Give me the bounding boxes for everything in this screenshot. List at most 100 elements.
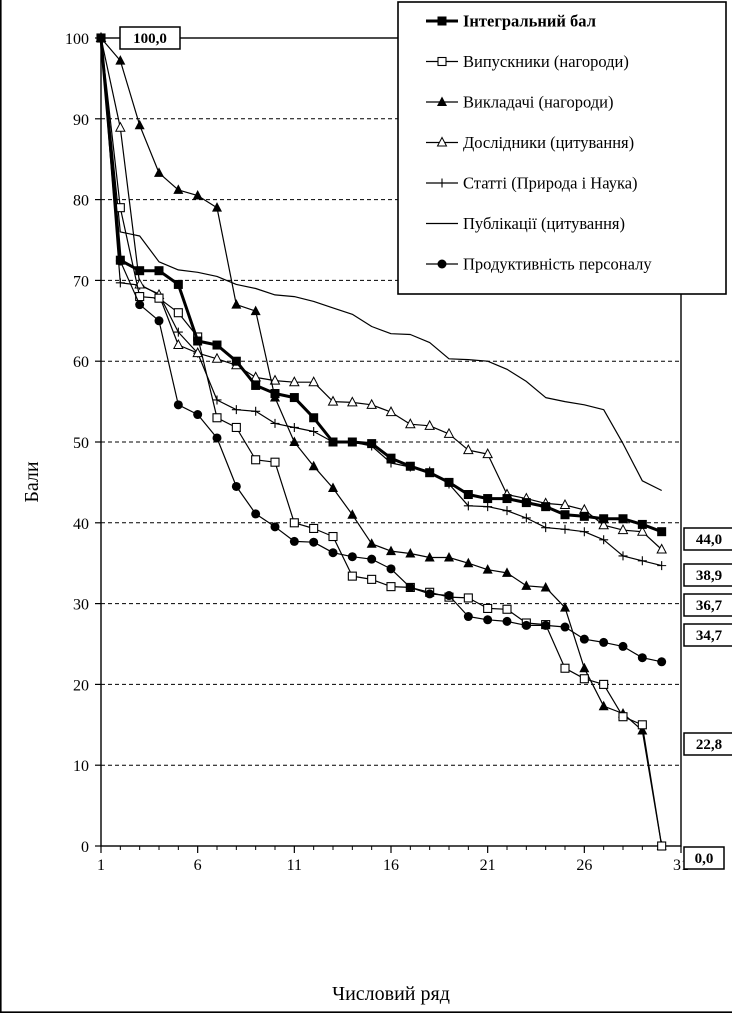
data-point (579, 511, 589, 521)
data-point (618, 514, 628, 524)
y-tick-label: 80 (73, 193, 89, 210)
data-point (328, 548, 338, 558)
value-label: 34,7 (683, 623, 732, 647)
data-point (598, 519, 609, 530)
data-point (212, 340, 222, 350)
data-point (405, 461, 415, 471)
data-point (385, 406, 397, 417)
data-point (192, 347, 203, 358)
value-label-text: 34,7 (696, 628, 723, 644)
data-point (250, 371, 261, 382)
value-label: 36,7 (683, 593, 732, 617)
x-tick-label: 1 (97, 857, 105, 874)
data-point (599, 514, 609, 524)
data-point (444, 591, 454, 601)
legend-label: Публікації (цитування) (463, 214, 625, 233)
value-label: 44,0 (683, 527, 732, 551)
y-tick-label: 30 (73, 597, 89, 614)
legend-marker (437, 178, 447, 188)
data-point (309, 537, 319, 547)
data-point (463, 557, 474, 568)
value-label: 38,9 (683, 563, 732, 587)
data-point (657, 561, 667, 571)
data-point (541, 523, 551, 533)
x-tick-label: 16 (383, 857, 399, 874)
data-point (154, 167, 164, 177)
value-label-box (119, 26, 181, 50)
data-point (115, 55, 126, 65)
data-point (386, 545, 396, 556)
legend-marker (437, 16, 447, 26)
data-point (96, 33, 106, 43)
data-point (154, 316, 164, 326)
x-axis-ticks: 1 6 11 16 21 26 31 (97, 846, 689, 874)
value-label-text: 38,9 (696, 568, 722, 584)
data-point (444, 477, 454, 487)
legend-item: Статті (Природа і Наука) (426, 174, 638, 193)
data-point (560, 602, 570, 612)
data-point (463, 444, 474, 455)
data-point (618, 641, 628, 651)
series-lines (95, 31, 667, 851)
data-point (521, 580, 532, 590)
legend-marker (437, 259, 447, 269)
data-point (212, 413, 222, 423)
data-point (579, 674, 589, 684)
data-point (424, 552, 435, 562)
value-label-box (683, 593, 732, 617)
legend-item: Викладачі (нагороди) (426, 93, 613, 112)
data-point (443, 427, 455, 438)
series-line (100, 37, 662, 492)
data-point (424, 419, 435, 430)
x-tick-label: 6 (194, 857, 202, 874)
data-point (386, 564, 396, 574)
data-point (328, 482, 338, 493)
data-point (347, 396, 358, 407)
data-point (637, 653, 647, 663)
data-point (231, 356, 241, 366)
data-point (637, 724, 648, 735)
data-point (483, 494, 493, 504)
data-point (502, 494, 512, 504)
y-tick-label: 100 (65, 31, 89, 48)
data-point (502, 567, 512, 577)
x-tick-label: 26 (576, 857, 592, 874)
data-point (192, 190, 203, 200)
legend-marker (437, 56, 447, 67)
value-annotations: 100,0 44,0 38,9 36,7 34,7 22,8 0,0 (119, 26, 732, 870)
data-point (115, 278, 125, 288)
data-point (560, 663, 570, 673)
data-point (231, 481, 241, 491)
data-point (657, 527, 667, 537)
legend-label: Статті (Природа і Наука) (463, 174, 638, 193)
data-point (599, 535, 609, 545)
data-point (559, 498, 571, 510)
y-axis-title: Бали (21, 461, 43, 503)
data-point (599, 637, 609, 647)
data-point (231, 422, 241, 433)
data-point (502, 604, 512, 614)
value-label-box (683, 846, 725, 870)
series-5 (100, 37, 662, 492)
data-point (579, 527, 589, 537)
data-point (483, 603, 493, 613)
data-point (405, 582, 415, 592)
data-point (173, 400, 183, 410)
value-label-text: 36,7 (696, 598, 723, 614)
data-point (560, 510, 570, 520)
data-point (366, 398, 377, 409)
data-point (367, 554, 377, 564)
data-point (657, 657, 667, 667)
data-point (270, 389, 280, 399)
data-point (502, 506, 512, 516)
data-point (637, 556, 647, 566)
legend-marker (437, 96, 447, 106)
y-tick-label: 90 (73, 112, 89, 129)
value-label-box (683, 732, 732, 756)
x-tick-label: 11 (287, 857, 302, 874)
value-label: 100,0 (119, 26, 181, 50)
y-tick-label: 40 (73, 516, 89, 533)
x-tick-label: 21 (480, 857, 496, 874)
y-tick-label: 50 (73, 435, 89, 452)
data-point (405, 548, 416, 558)
